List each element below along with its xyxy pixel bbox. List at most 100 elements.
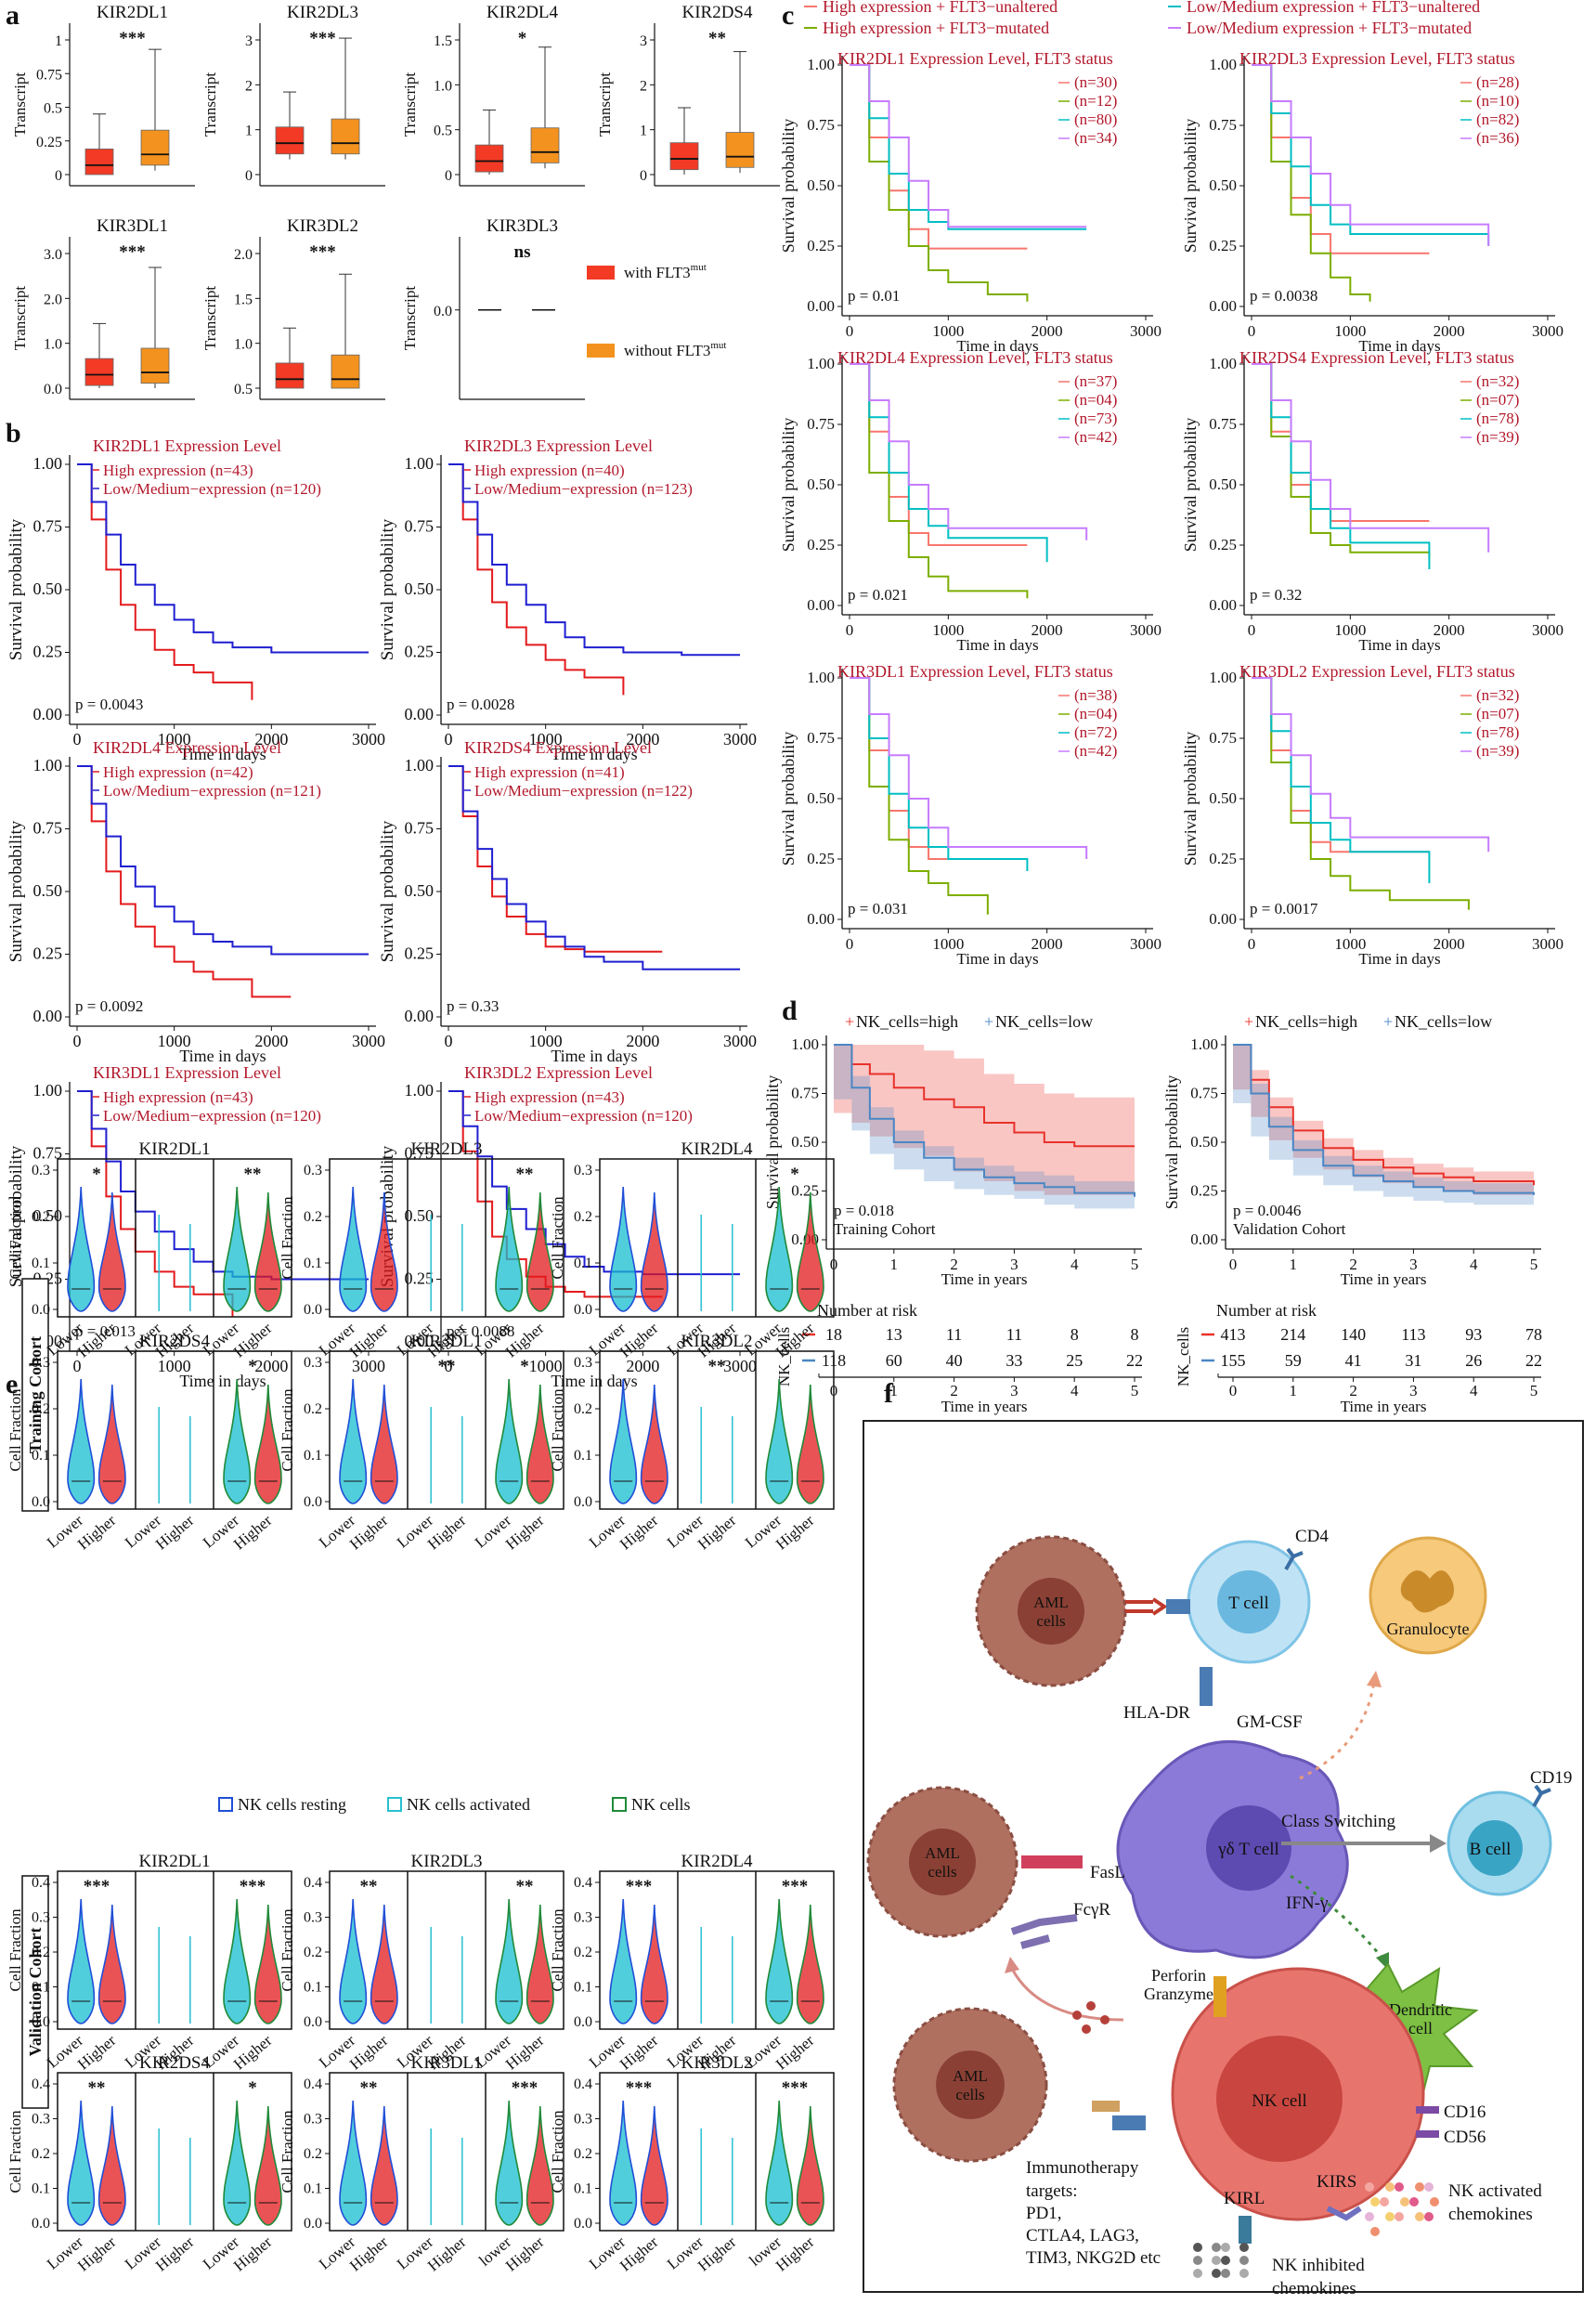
survival-curve: [1252, 677, 1470, 910]
granzyme-dot: [1086, 2001, 1096, 2011]
chemokine-dot: [1365, 2182, 1374, 2192]
legend-n: (n=04): [1074, 705, 1117, 722]
y-tick-label: 0.2: [304, 1945, 322, 1960]
violin: [97, 1904, 126, 2024]
p-value: p = 0.031: [848, 900, 908, 918]
x-tick-label: 3: [1010, 1382, 1019, 1399]
y-tick-label: 0.4: [304, 1875, 322, 1891]
y-axis-label: Survival probability: [6, 820, 26, 962]
x-tick-label: 1000: [932, 621, 964, 639]
nk-aml-receptor: [1112, 2115, 1146, 2130]
y-axis-label: Transcript: [201, 286, 219, 351]
x-tick-label: 0: [73, 730, 82, 748]
y-tick-label: 0.75: [33, 517, 63, 536]
survival-curve: [834, 1044, 1135, 1197]
y-tick-label: 0.0: [32, 2014, 50, 2030]
box-legend: with FLT3mut without FLT3mut: [587, 262, 726, 359]
risk-value: 31: [1405, 1351, 1421, 1370]
km-plot-b-3: 0.00 0.25 0.50 0.75 1.00 0 1000 2000 3000 Time in…: [378, 738, 757, 1065]
chemokine-dot: [1385, 2182, 1395, 2192]
box-plot-kir2dl3: KIR2DL3 *** 0 1 2 3 Transcript: [201, 3, 385, 187]
x-axis-label: Time in days: [179, 745, 266, 763]
survival-curve: [850, 363, 1028, 546]
ifn-arrow: [1290, 1874, 1385, 1960]
x-tick-label: Higher: [616, 2232, 662, 2274]
km-plot-c-2: 0.00 0.25 0.50 0.75 1.00 0 1000 2000 3000 Time in…: [779, 348, 1161, 654]
violin-title: KIR2DL3: [410, 1139, 482, 1159]
legend-label: Low/Medium expression + FLT3−mutated: [1187, 19, 1472, 37]
survival-curve: [1252, 363, 1431, 557]
survival-curve: [1252, 64, 1371, 302]
cd-receptors: [1416, 2106, 1439, 2138]
legend-swatch: [587, 266, 615, 280]
y-tick-label: 0.75: [405, 1144, 435, 1163]
y-tick-label: 1.00: [33, 756, 63, 775]
y-tick-label: 0.75: [36, 67, 62, 83]
y-tick-label: 1.00: [405, 1081, 435, 1100]
legend-sup: mut: [691, 262, 707, 273]
x-tick-label: Higher: [616, 2031, 662, 2073]
y-tick-label: 0.0: [44, 382, 62, 397]
p-value: p = 0.021: [848, 586, 908, 604]
survival-curve: [448, 765, 740, 970]
risk-value: 11: [946, 1325, 962, 1344]
y-tick-label: 0.2: [304, 1401, 322, 1417]
legend-high: NK_cells=high: [856, 1012, 958, 1031]
y-tick-label: 0.0: [434, 304, 452, 319]
violin: [97, 1384, 126, 1504]
x-tick-label: 0: [1248, 935, 1256, 953]
legend-n: (n=72): [1074, 723, 1117, 741]
x-tick-label: Higher: [346, 1511, 392, 1553]
y-tick-label: 1.00: [33, 454, 63, 473]
violin: [223, 2100, 252, 2226]
violin: [765, 1898, 794, 2024]
significance-label: *: [248, 2078, 257, 2098]
km-plot-c-5: 0.00 0.25 0.50 0.75 1.00 0 1000 2000 3000 Time in…: [1181, 662, 1564, 968]
y-axis-label: Transcript: [401, 72, 419, 137]
survival-curve: [77, 765, 369, 956]
nk-aml-ligand: [1092, 2101, 1120, 2112]
x-tick-label: 5: [1530, 1256, 1538, 1273]
significance-label: **: [88, 2078, 106, 2098]
risk-value: 11: [1006, 1325, 1022, 1344]
box-plot-kir3dl1: KIR3DL1 *** 0.0 1.0 2.0 3.0 Transcript: [11, 216, 195, 400]
survival-curve: [850, 64, 1087, 228]
x-tick-label: 3000: [1130, 322, 1161, 340]
legend-high: High expression (n=43): [103, 1088, 253, 1106]
y-tick-label: 0.25: [1209, 536, 1237, 553]
p-value: p = 0.0038: [1250, 287, 1317, 305]
violin: [609, 1186, 638, 1312]
x-axis-label: Time in years: [1341, 1270, 1427, 1288]
x-tick-label: 2000: [626, 1357, 659, 1375]
x-tick-label: Higher: [346, 2232, 392, 2274]
box-plot-kir2dl4: KIR2DL4 * 0 0.5 1.0 1.5 Transcript: [401, 3, 585, 187]
y-tick-label: 0.50: [807, 176, 835, 194]
y-tick-label: 0.00: [405, 1332, 435, 1350]
y-axis-label: Survival probability: [1162, 1075, 1181, 1209]
inhibited-chemokine-dot: [1239, 2243, 1249, 2252]
km-title: KIR2DL4 Expression Level: [93, 738, 281, 757]
violin: [339, 1186, 368, 1312]
x-tick-label: 1000: [529, 1357, 563, 1375]
x-tick-label: 3000: [723, 1357, 757, 1375]
y-tick-label: 1.5: [434, 33, 452, 49]
x-tick-label: Higher: [616, 1511, 662, 1553]
box-plot-kir3dl3: KIR3DL3 ns 0.0 Transcript: [401, 216, 585, 400]
granulocyte-nucleus: [1400, 1570, 1454, 1613]
x-tick-label: 2: [950, 1256, 958, 1273]
km-plot-d-1: + NK_cells=high + NK_cells=low0.000.250.500…: [1162, 1012, 1542, 1415]
y-tick-label: 0.2: [32, 2146, 50, 2162]
violin: [223, 1898, 252, 2024]
box: [275, 126, 305, 155]
inhibited-chemokine-dot: [1221, 2256, 1230, 2265]
box: [331, 118, 360, 155]
legend-low: NK_cells=low: [1395, 1012, 1492, 1031]
survival-curve: [850, 363, 1029, 599]
y-tick-label: 0.1: [32, 1448, 50, 1464]
survival-curve: [1252, 677, 1490, 853]
y-tick-label: 0.50: [1209, 176, 1237, 194]
risk-value: 13: [886, 1325, 902, 1344]
